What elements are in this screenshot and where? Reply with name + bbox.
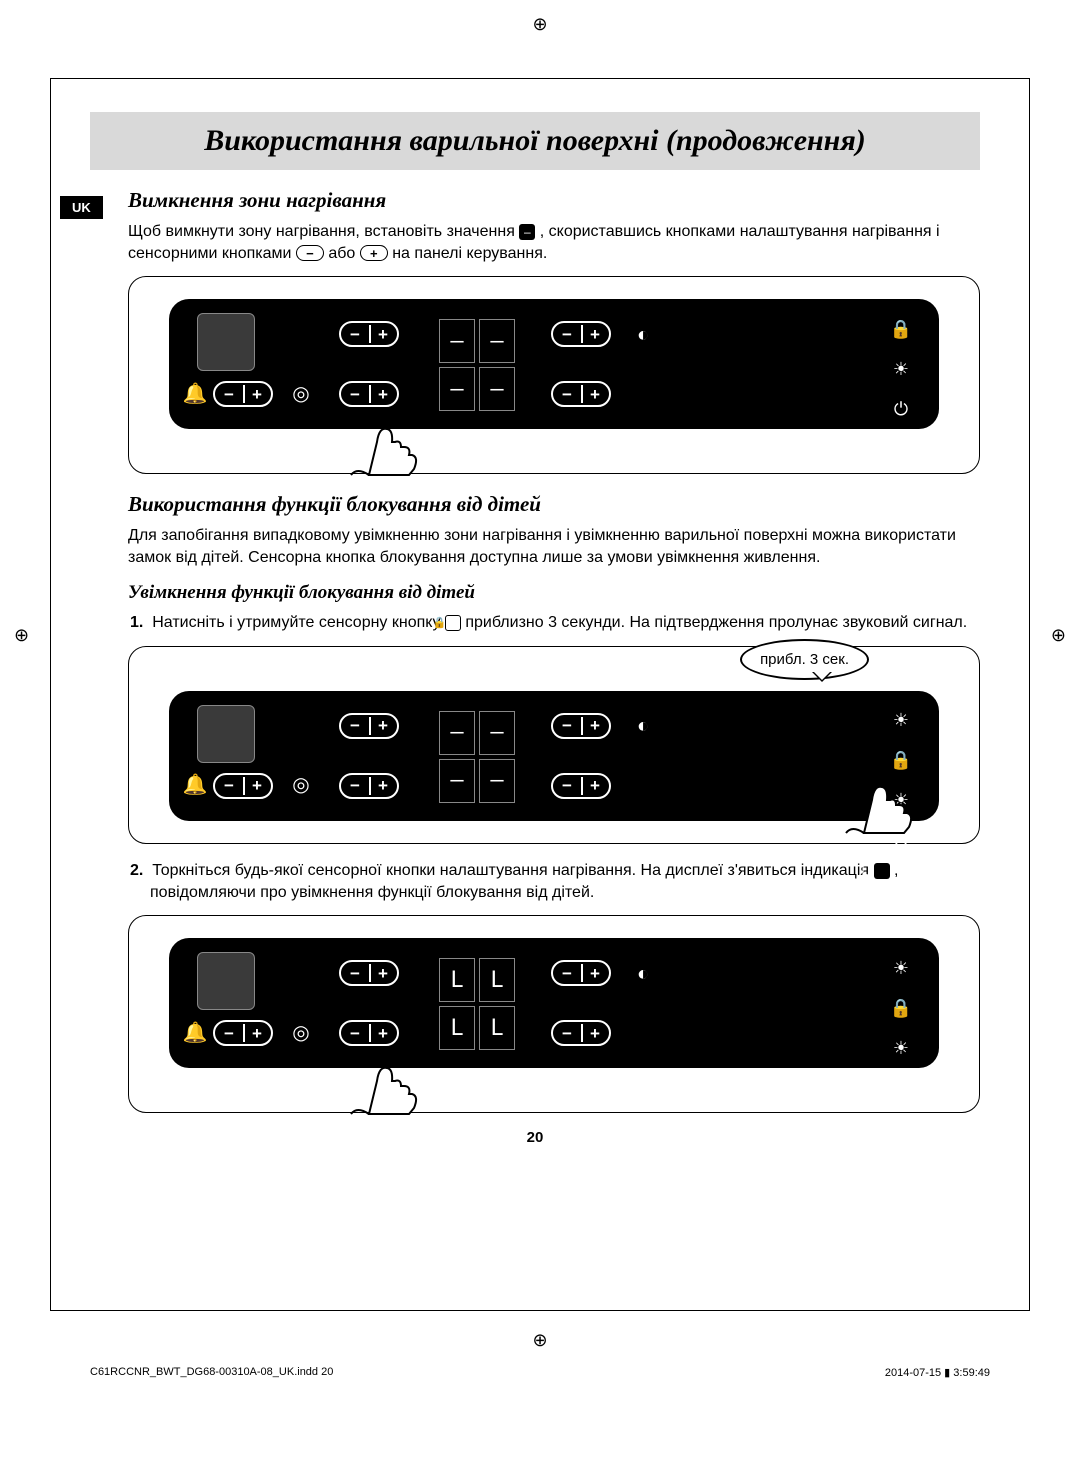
hand-pointer-icon [834, 765, 924, 835]
section1-paragraph: Щоб вимкнути зону нагрівання, встановіть… [128, 221, 980, 264]
minus-plus-control: −+ [339, 773, 399, 799]
lock-icon: 🔒 [887, 315, 915, 343]
display-icon: – [519, 224, 535, 240]
power-icon: ⏻ [887, 1074, 915, 1102]
footer-filename: C61RCCNR_BWT_DG68-00310A-08_UK.indd 20 [90, 1366, 333, 1379]
print-footer: C61RCCNR_BWT_DG68-00310A-08_UK.indd 20 2… [90, 1366, 990, 1379]
zone-display: L [439, 1006, 475, 1050]
control-panel-figure-3: −+ L L L L −+ ◐ 🔔 −+ ◎ −+ −+ ☀ 🔒 ☀ ⏻ [128, 915, 980, 1113]
minus-plus-control: −+ [551, 381, 611, 407]
indicator-light-icon: ☀ [887, 1034, 915, 1062]
timer-bell-icon: 🔔 [181, 1018, 209, 1046]
footer-timestamp: 2014-07-15 ▮ 3:59:49 [885, 1366, 990, 1379]
section-title-child-lock: Використання функції блокування від діте… [128, 492, 980, 517]
timer-bell-icon: 🔔 [181, 379, 209, 407]
page-content: Використання варильної поверхні (продовж… [90, 112, 980, 1146]
minus-plus-control: −+ [339, 960, 399, 986]
zone-display-grid: – – – – [439, 711, 515, 803]
subsection-title-enable-lock: Увімкнення функції блокування від дітей [128, 582, 980, 604]
hand-pointer-icon [339, 407, 429, 477]
timer-bell-icon: 🔔 [181, 771, 209, 799]
clock-display [197, 313, 255, 371]
control-panel-figure-1: −+ – – – – −+ ◐ 🔔 −+ ◎ −+ −+ 🔒 ☀ ⏻ [128, 276, 980, 474]
speech-bubble: прибл. 3 сек. [740, 639, 869, 680]
registration-mark: ⊕ [14, 625, 29, 646]
burner-icon: ◎ [287, 1018, 315, 1046]
minus-plus-control: −+ [551, 773, 611, 799]
minus-plus-control: −+ [551, 321, 611, 347]
clock-display [197, 952, 255, 1010]
indicator-light-icon: ☀ [887, 707, 915, 735]
burner-icon: ◎ [287, 771, 315, 799]
text: Натисніть і утримуйте сенсорну кнопку [152, 614, 445, 631]
zone-display: – [439, 759, 475, 803]
step-2: 2. Торкніться будь-якої сенсорної кнопки… [150, 860, 980, 903]
step-number: 1. [130, 614, 143, 631]
text: приблизно 3 секунди. На підтвердження пр… [465, 614, 967, 631]
indicator-light-icon: ☀ [887, 954, 915, 982]
minus-plus-control: −+ [339, 713, 399, 739]
minus-plus-control: −+ [339, 1020, 399, 1046]
burner-icon: ◎ [287, 379, 315, 407]
minus-plus-control: −+ [551, 1020, 611, 1046]
control-panel: −+ L L L L −+ ◐ 🔔 −+ ◎ −+ −+ ☀ 🔒 ☀ ⏻ [169, 938, 939, 1068]
text: або [328, 245, 359, 262]
registration-mark: ⊕ [1051, 625, 1066, 646]
zone-display: L [479, 958, 515, 1002]
control-panel-figure-2: прибл. 3 сек. −+ – – – – −+ ◐ 🔔 −+ ◎ −+ … [128, 646, 980, 844]
hand-pointer-icon [339, 1046, 429, 1116]
lock-display-icon: L [874, 863, 890, 879]
minus-plus-control: −+ [551, 713, 611, 739]
lock-icon: 🔒 [445, 615, 461, 631]
side-icons: 🔒 ☀ ⏻ [887, 315, 915, 423]
text: Торкніться будь-якої сенсорної кнопки на… [152, 862, 873, 879]
text: Щоб вимкнути зону нагрівання, встановіть… [128, 223, 519, 240]
zone-display: – [479, 367, 515, 411]
zone-display: – [479, 319, 515, 363]
zone-display: – [439, 367, 475, 411]
minus-button-icon: − [296, 245, 324, 261]
minus-plus-control: −+ [213, 381, 273, 407]
page-title: Використання варильної поверхні (продовж… [90, 112, 980, 170]
step-number: 2. [130, 862, 143, 879]
zone-display: – [439, 711, 475, 755]
minus-plus-control: −+ [339, 381, 399, 407]
zone-display-grid: L L L L [439, 958, 515, 1050]
dual-zone-icon: ◐ [629, 713, 657, 741]
page-number: 20 [90, 1129, 980, 1146]
minus-plus-control: −+ [213, 773, 273, 799]
step-1: 1. Натисніть і утримуйте сенсорну кнопку… [150, 612, 980, 634]
side-icons: ☀ 🔒 ☀ ⏻ [887, 954, 915, 1102]
zone-display: – [479, 759, 515, 803]
minus-plus-control: −+ [213, 1020, 273, 1046]
minus-plus-control: −+ [339, 321, 399, 347]
zone-display: L [479, 1006, 515, 1050]
minus-plus-control: −+ [551, 960, 611, 986]
dual-zone-icon: ◐ [629, 321, 657, 349]
control-panel: −+ – – – – −+ ◐ 🔔 −+ ◎ −+ −+ ☀ 🔒 ☀ ⏻ [169, 691, 939, 821]
zone-display: L [439, 958, 475, 1002]
registration-mark: ⊕ [532, 1330, 547, 1351]
plus-button-icon: + [360, 245, 388, 261]
zone-display: – [439, 319, 475, 363]
zone-display: – [479, 711, 515, 755]
clock-display [197, 705, 255, 763]
indicator-light-icon: ☀ [887, 355, 915, 383]
dual-zone-icon: ◐ [629, 960, 657, 988]
section-title-off-zone: Вимкнення зони нагрівання [128, 188, 980, 213]
zone-display-grid: – – – – [439, 319, 515, 411]
registration-mark: ⊕ [532, 14, 547, 35]
control-panel: −+ – – – – −+ ◐ 🔔 −+ ◎ −+ −+ 🔒 ☀ ⏻ [169, 299, 939, 429]
section2-paragraph: Для запобігання випадковому увімкненню з… [128, 525, 980, 568]
power-icon: ⏻ [887, 395, 915, 423]
lock-icon: 🔒 [887, 994, 915, 1022]
text: на панелі керування. [392, 245, 547, 262]
